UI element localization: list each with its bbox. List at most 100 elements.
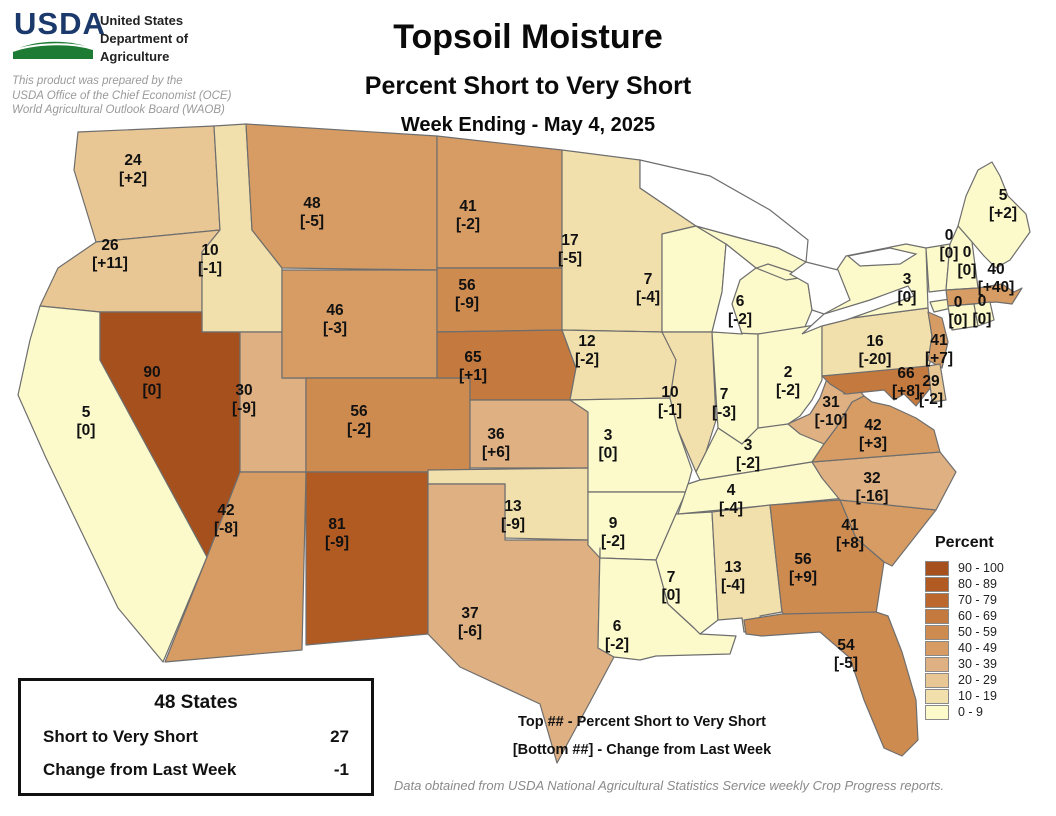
states-layer (17, 123, 1031, 764)
legend-range-label: 20 - 29 (958, 673, 997, 687)
state-label-MT: 48 [-5] (300, 195, 324, 230)
legend-range-label: 90 - 100 (958, 561, 1004, 575)
legend-row-50-59: 50 - 59 (925, 624, 1055, 640)
state-shape-AL (711, 504, 783, 633)
legend-row-30-39: 30 - 39 (925, 656, 1055, 672)
agency-line-3: Agriculture (100, 49, 170, 64)
state-label-IL: 10 [-1] (658, 384, 682, 419)
legend-range-label: 70 - 79 (958, 593, 997, 607)
legend-row-70-79: 70 - 79 (925, 592, 1055, 608)
state-label-OK: 13 [-9] (501, 498, 525, 533)
state-label-AZ: 42 [-8] (214, 502, 238, 537)
state-label-KS: 36 [+6] (482, 426, 510, 461)
legend-rows: 90 - 100 80 - 89 70 - 79 60 - 69 50 - 59 40 -… (925, 560, 1055, 720)
week-ending-label: Week Ending - May 4, 2025 (400, 114, 656, 136)
great-lake-4 (801, 285, 915, 335)
state-label-ND: 41 [-2] (456, 198, 480, 233)
legend-swatch-1 (925, 560, 949, 576)
state-shape-MT (245, 123, 438, 271)
legend-swatch-2 (925, 576, 949, 592)
legend-swatch-3 (925, 592, 949, 608)
disclaimer-line-1: This product was prepared by the (12, 75, 183, 87)
legend-row-80-89: 80 - 89 (925, 576, 1055, 592)
summary-box: 48 States Short to Very Short 27 Change … (18, 678, 374, 796)
state-label-WY: 46 [-3] (323, 302, 347, 337)
great-lake-1 (639, 159, 809, 263)
state-label-MS: 7 [0] (662, 569, 681, 604)
state-label-CT: 0 [0] (949, 294, 968, 329)
legend-range-label: 40 - 49 (958, 641, 997, 655)
legend-range-label: 30 - 39 (958, 657, 997, 671)
state-label-IN: 7 [-3] (712, 386, 736, 421)
legend-row-20-29: 20 - 29 (925, 672, 1055, 688)
disclaimer-line-3: World Agricultural Outlook Board (WAOB) (12, 104, 225, 116)
legend-range-label: 60 - 69 (958, 609, 997, 623)
state-shape-AZ (164, 471, 307, 663)
state-shape-ND (436, 135, 563, 269)
disclaimer: This product was prepared by the USDA Of… (12, 74, 231, 118)
state-label-CO: 56 [-2] (347, 403, 371, 438)
summary-row-change: Change from Last Week -1 (21, 760, 371, 780)
state-shape-ME (957, 161, 1031, 269)
great-lake-2 (711, 242, 757, 335)
state-shape-WY (281, 269, 438, 379)
state-label-OH: 2 [-2] (776, 364, 800, 399)
legend-swatch-6 (925, 640, 949, 656)
legend-range-label: 0 - 9 (958, 705, 984, 719)
state-label-NJ: 41 [+7] (925, 332, 953, 367)
state-label-NE: 65 [+1] (459, 349, 487, 384)
state-label-NV: 90 [0] (143, 364, 162, 399)
legend-swatch-10 (925, 704, 949, 720)
state-label-AR: 9 [-2] (601, 515, 625, 550)
state-label-TX: 37 [-6] (458, 605, 482, 640)
state-shape-NH (945, 225, 979, 291)
state-label-DE: 29 [-2] (919, 373, 943, 408)
map-key-top-line: Top ## - Percent Short to Very Short (518, 714, 766, 730)
great-lakes (639, 159, 918, 335)
state-shape-NM (305, 471, 429, 646)
legend-swatch-7 (925, 656, 949, 672)
state-label-WI: 7 [-4] (636, 271, 660, 306)
legend-row-0-9: 0 - 9 (925, 704, 1055, 720)
state-label-LA: 6 [-2] (605, 618, 629, 653)
state-label-SD: 56 [-9] (455, 277, 479, 312)
legend-row-60-69: 60 - 69 (925, 608, 1055, 624)
state-label-ME: 5 [+2] (989, 187, 1017, 222)
state-shape-NJ (927, 311, 949, 369)
state-label-IA: 12 [-2] (575, 333, 599, 368)
state-label-VA: 42 [+3] (859, 417, 887, 452)
page-subtitle: Percent Short to Very Short (364, 72, 692, 100)
state-label-NH: 0 [0] (958, 244, 977, 279)
state-label-MO: 3 [0] (599, 427, 618, 462)
state-label-AL: 13 [-4] (721, 559, 745, 594)
state-label-OR: 26 [+11] (92, 237, 128, 272)
legend-row-10-19: 10 - 19 (925, 688, 1055, 704)
agency-line-1: United States (100, 13, 184, 28)
state-label-NC: 32 [-16] (856, 470, 889, 505)
summary-row-short: Short to Very Short 27 (21, 727, 371, 747)
legend-swatch-8 (925, 672, 949, 688)
state-label-VT: 0 [0] (940, 227, 959, 262)
state-label-TN: 4 [-4] (719, 482, 743, 517)
state-shape-FL (743, 611, 919, 757)
usda-swoosh-icon (12, 41, 94, 59)
state-label-WV: 31 [-10] (815, 394, 848, 429)
state-label-FL: 54 [-5] (834, 637, 858, 672)
legend-row-40-49: 40 - 49 (925, 640, 1055, 656)
state-label-MD: 66 [+8] (892, 365, 920, 400)
legend-swatch-9 (925, 688, 949, 704)
legend-swatch-5 (925, 624, 949, 640)
great-lake-3 (788, 261, 851, 315)
summary-row-change-label: Change from Last Week (43, 760, 237, 779)
state-label-MN: 17 [-5] (558, 232, 582, 267)
state-shape-CO (305, 377, 471, 473)
state-label-MA: 40 [+40] (978, 261, 1015, 296)
data-source-note: Data obtained from USDA National Agricul… (393, 778, 945, 793)
state-label-SC: 41 [+8] (836, 517, 864, 552)
agency-line-2: Department of (100, 31, 189, 46)
great-lake-5 (846, 247, 918, 267)
state-label-GA: 56 [+9] (789, 551, 817, 586)
summary-heading: 48 States (154, 692, 238, 713)
state-shape-DE (927, 363, 947, 403)
